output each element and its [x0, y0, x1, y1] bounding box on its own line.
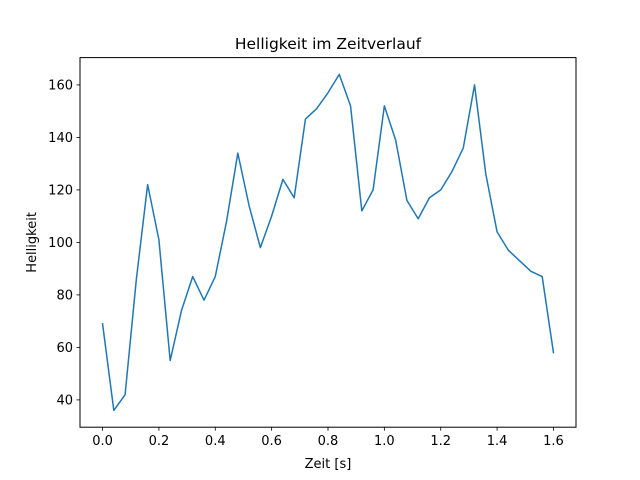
- x-tick-label: 0.4: [205, 434, 226, 449]
- y-tick-label: 160: [48, 78, 73, 93]
- x-tick-label: 0.6: [261, 434, 282, 449]
- chart-title: Helligkeit im Zeitverlauf: [235, 35, 422, 53]
- x-axis: 0.0 0.2 0.4 0.6 0.8 1.0 1.2 1.4 1.6: [92, 427, 564, 449]
- x-tick-label: 0.8: [318, 434, 339, 449]
- y-tick-label: 140: [48, 131, 73, 146]
- x-tick-label: 1.4: [487, 434, 508, 449]
- y-tick-label: 100: [48, 236, 73, 251]
- x-tick-label: 1.0: [374, 434, 395, 449]
- series-line-0: [101, 73, 555, 412]
- x-tick-label: 0.2: [149, 434, 170, 449]
- plot-area: [101, 73, 555, 412]
- y-axis-label: Helligkeit: [25, 212, 40, 273]
- x-tick-label: 1.6: [543, 434, 564, 449]
- y-tick-label: 120: [48, 183, 73, 198]
- x-tick-label: 0.0: [92, 434, 113, 449]
- y-tick-label: 60: [56, 341, 73, 356]
- y-axis: 40 60 80 100 120 140 160: [48, 78, 80, 408]
- x-axis-label: Zeit [s]: [305, 457, 352, 472]
- x-tick-label: 1.2: [430, 434, 451, 449]
- y-tick-label: 80: [56, 288, 73, 303]
- y-tick-label: 40: [56, 393, 73, 408]
